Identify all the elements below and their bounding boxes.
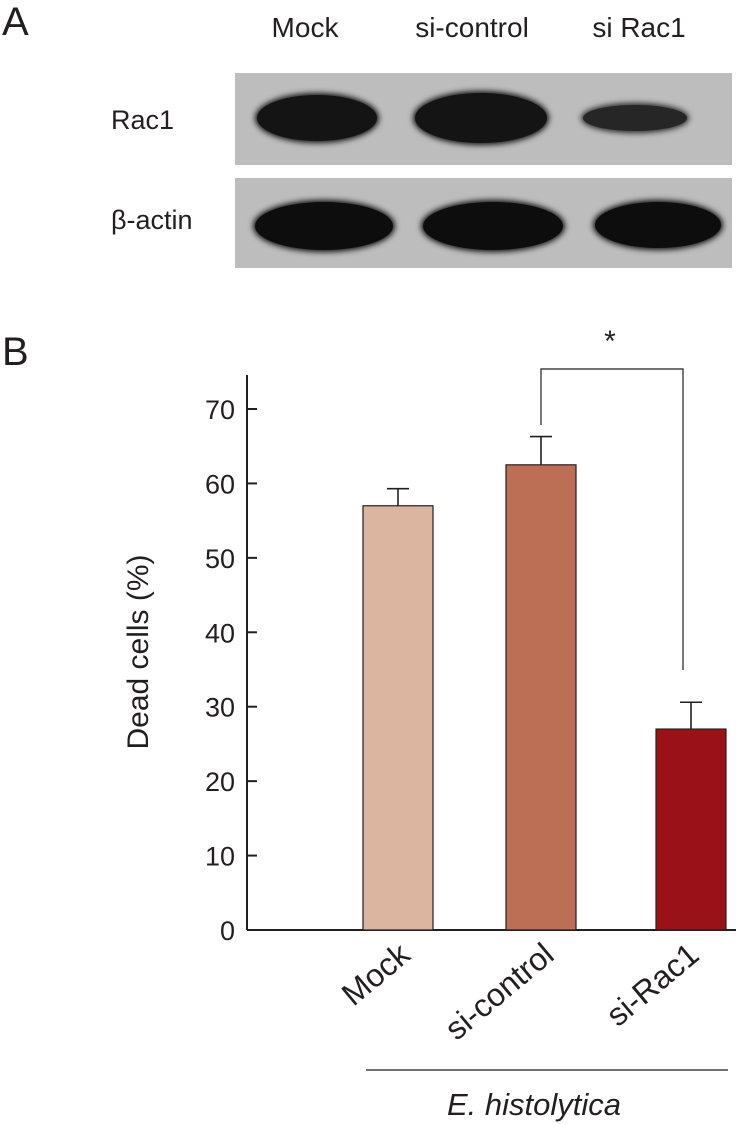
blot-strip-beta-actin — [235, 178, 732, 268]
y-tick-label-0: 0 — [220, 916, 235, 946]
y-tick-label-70: 70 — [205, 395, 235, 425]
group-label: E. histolytica — [447, 1087, 621, 1122]
band-actin-mock — [255, 202, 393, 250]
lane-label-si-control: si-control — [415, 12, 529, 43]
y-tick-label-40: 40 — [205, 618, 235, 648]
bar-1 — [505, 464, 577, 931]
significance-star: * — [604, 325, 616, 358]
row-label-beta-actin: β-actin — [111, 205, 193, 235]
band-actin-si-rac1 — [595, 202, 721, 248]
panel-b-letter: B — [2, 330, 29, 374]
bar-0 — [362, 505, 434, 931]
x-category-label-2: si-Rac1 — [599, 936, 705, 1033]
y-tick-label-30: 30 — [205, 693, 235, 723]
y-tick-label-20: 20 — [205, 767, 235, 797]
band-actin-si-control — [423, 202, 563, 250]
band-rac1-mock — [257, 95, 377, 141]
x-category-label-0: Mock — [335, 935, 417, 1012]
row-label-rac1: Rac1 — [111, 105, 175, 135]
chart-layer: 0 10 20 30 40 50 60 70 Dead cells (%) Mock si-cont… — [122, 325, 736, 1122]
y-axis-title: Dead cells (%) — [122, 554, 155, 749]
significance-bracket — [540, 368, 684, 670]
y-tick-label-50: 50 — [205, 544, 235, 574]
blot-strip-rac1 — [235, 73, 732, 165]
bar-2 — [655, 728, 727, 931]
band-rac1-si-rac1 — [583, 105, 687, 131]
y-tick-label-10: 10 — [205, 842, 235, 872]
x-category-label-1: si-control — [438, 936, 561, 1047]
band-rac1-si-control — [415, 93, 547, 143]
panel-a-letter: A — [2, 0, 29, 44]
lane-label-mock: Mock — [271, 12, 339, 43]
y-tick-label-60: 60 — [205, 469, 235, 499]
lane-label-si-rac1: si Rac1 — [592, 12, 686, 43]
